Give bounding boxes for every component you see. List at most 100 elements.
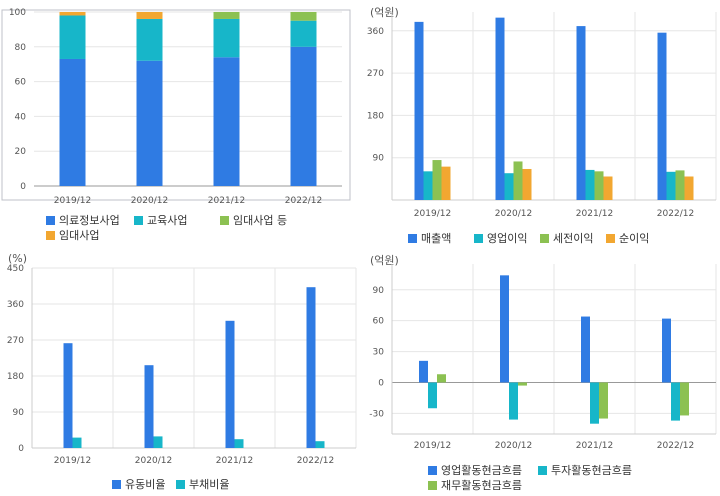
- x-tick-label: 2022/12: [297, 456, 334, 466]
- legend-item: 세전이익: [540, 230, 593, 246]
- legend-label: 유동비율: [125, 478, 166, 491]
- chart-2-svg: 90 180 270 360 2019/12 2020/12 2021/12 2022/12: [367, 12, 717, 219]
- legend-label: 재무활동현금흐름: [441, 479, 522, 492]
- bar: [136, 18, 163, 61]
- bar: [684, 176, 694, 200]
- legend-swatch: [46, 230, 55, 240]
- legend-item: 재무활동현금흐름: [428, 477, 522, 493]
- bar: [509, 382, 518, 420]
- bar: [680, 382, 689, 416]
- legend-swatch: [428, 465, 437, 475]
- y-tick-label: 360: [367, 27, 384, 37]
- legend-swatch: [134, 215, 143, 225]
- bar: [290, 46, 317, 186]
- y-tick-label: -30: [369, 409, 384, 419]
- legend-item: 유동비율: [112, 476, 165, 492]
- bar: [599, 382, 608, 419]
- y-tick-label: 360: [7, 300, 24, 310]
- bar: [419, 360, 428, 383]
- legend-label: 순이익: [619, 232, 650, 245]
- x-tick-label: 2020/12: [135, 456, 172, 466]
- bar: [581, 316, 590, 383]
- legend-item: 임대사업: [46, 227, 99, 243]
- bar: [432, 160, 442, 200]
- y-tick-label: 0: [378, 378, 384, 388]
- bar: [414, 21, 424, 201]
- legend-item: 교육사업: [134, 212, 187, 228]
- bar: [213, 18, 240, 58]
- bar: [63, 343, 73, 448]
- bar: [234, 439, 244, 448]
- bar: [423, 171, 433, 200]
- bar: [603, 176, 613, 200]
- bar: [590, 382, 599, 424]
- legend-label: 영업활동현금흐름: [441, 464, 522, 477]
- bar: [585, 169, 595, 200]
- bar: [576, 26, 586, 200]
- y-tick-label: 80: [15, 43, 27, 53]
- bar: [662, 318, 671, 383]
- y-tick-label: 270: [367, 69, 384, 79]
- y-tick-label: 100: [9, 8, 26, 18]
- bar: [136, 12, 163, 19]
- bar: [213, 12, 240, 19]
- legend-swatch: [408, 233, 417, 243]
- bar: [437, 374, 446, 383]
- legend-label: 부채비율: [189, 478, 230, 491]
- x-tick-label: 2019/12: [414, 441, 451, 451]
- y-tick-label: 270: [7, 336, 24, 346]
- x-tick-label: 2019/12: [414, 209, 451, 219]
- legend-swatch: [606, 233, 615, 243]
- legend-label: 매출액: [421, 232, 452, 245]
- legend-swatch: [112, 479, 121, 489]
- y-tick-label: 0: [20, 182, 26, 192]
- chart-3-svg: 0 90 180 270 360 450 2019/12 2020/12 2021/12 2022…: [7, 264, 357, 466]
- y-tick-label: 40: [15, 112, 27, 122]
- x-tick-label: 2021/12: [208, 196, 245, 206]
- legend-item: 순이익: [606, 230, 649, 246]
- bar: [213, 57, 240, 186]
- y-tick-label: 30: [373, 348, 385, 358]
- bar: [59, 12, 86, 16]
- legend-label: 임대사업 등: [233, 214, 288, 227]
- y-tick-label: 180: [367, 111, 384, 121]
- y-tick-label: 180: [7, 372, 24, 382]
- legend-label: 세전이익: [553, 232, 594, 245]
- chart-3-unit: (%): [8, 252, 28, 265]
- x-tick-label: 2022/12: [657, 209, 694, 219]
- bar: [500, 275, 509, 383]
- bar: [290, 12, 317, 21]
- legend-swatch: [46, 215, 55, 225]
- chart-panel-1: 0 20 40 60 80 100 2019/12 2020/12 2021/12 2022/12…: [0, 0, 360, 248]
- legend-label: 의료정보사업: [59, 214, 120, 227]
- bar: [59, 58, 86, 187]
- y-tick-label: 90: [373, 154, 385, 164]
- legend-label: 투자활동현금흐름: [551, 464, 632, 477]
- bar: [315, 441, 325, 448]
- legend-swatch: [176, 479, 185, 489]
- y-tick-label: 450: [7, 264, 24, 274]
- x-tick-label: 2020/12: [131, 196, 168, 206]
- y-tick-label: 20: [15, 147, 27, 157]
- x-tick-label: 2020/12: [495, 441, 532, 451]
- x-tick-label: 2021/12: [576, 209, 613, 219]
- legend-swatch: [220, 215, 229, 225]
- chart-1-svg: 0 20 40 60 80 100 2019/12 2020/12 2021/12 2022/12: [1, 8, 351, 206]
- bar: [441, 166, 451, 200]
- legend-label: 임대사업: [59, 229, 100, 242]
- bar: [522, 168, 532, 200]
- legend-item: 의료정보사업: [46, 212, 120, 228]
- legend-item: 부채비율: [176, 476, 229, 492]
- legend-label: 영업이익: [487, 232, 528, 245]
- bar: [144, 365, 154, 448]
- x-tick-label: 2019/12: [54, 196, 91, 206]
- chart-4-svg: -30 0 30 60 90 2019/12 2020/12 2021/12 2022/12: [369, 264, 717, 451]
- x-tick-label: 2021/12: [216, 456, 253, 466]
- bar: [518, 382, 527, 386]
- plot-frame: [1, 9, 351, 201]
- bar: [225, 320, 235, 448]
- bar: [72, 437, 82, 448]
- bar: [504, 173, 514, 200]
- chart-panel-4: (억원) -30 0 30 60 90 2019/12 2020/12 2021/12 2022…: [360, 248, 720, 496]
- bar: [666, 171, 676, 200]
